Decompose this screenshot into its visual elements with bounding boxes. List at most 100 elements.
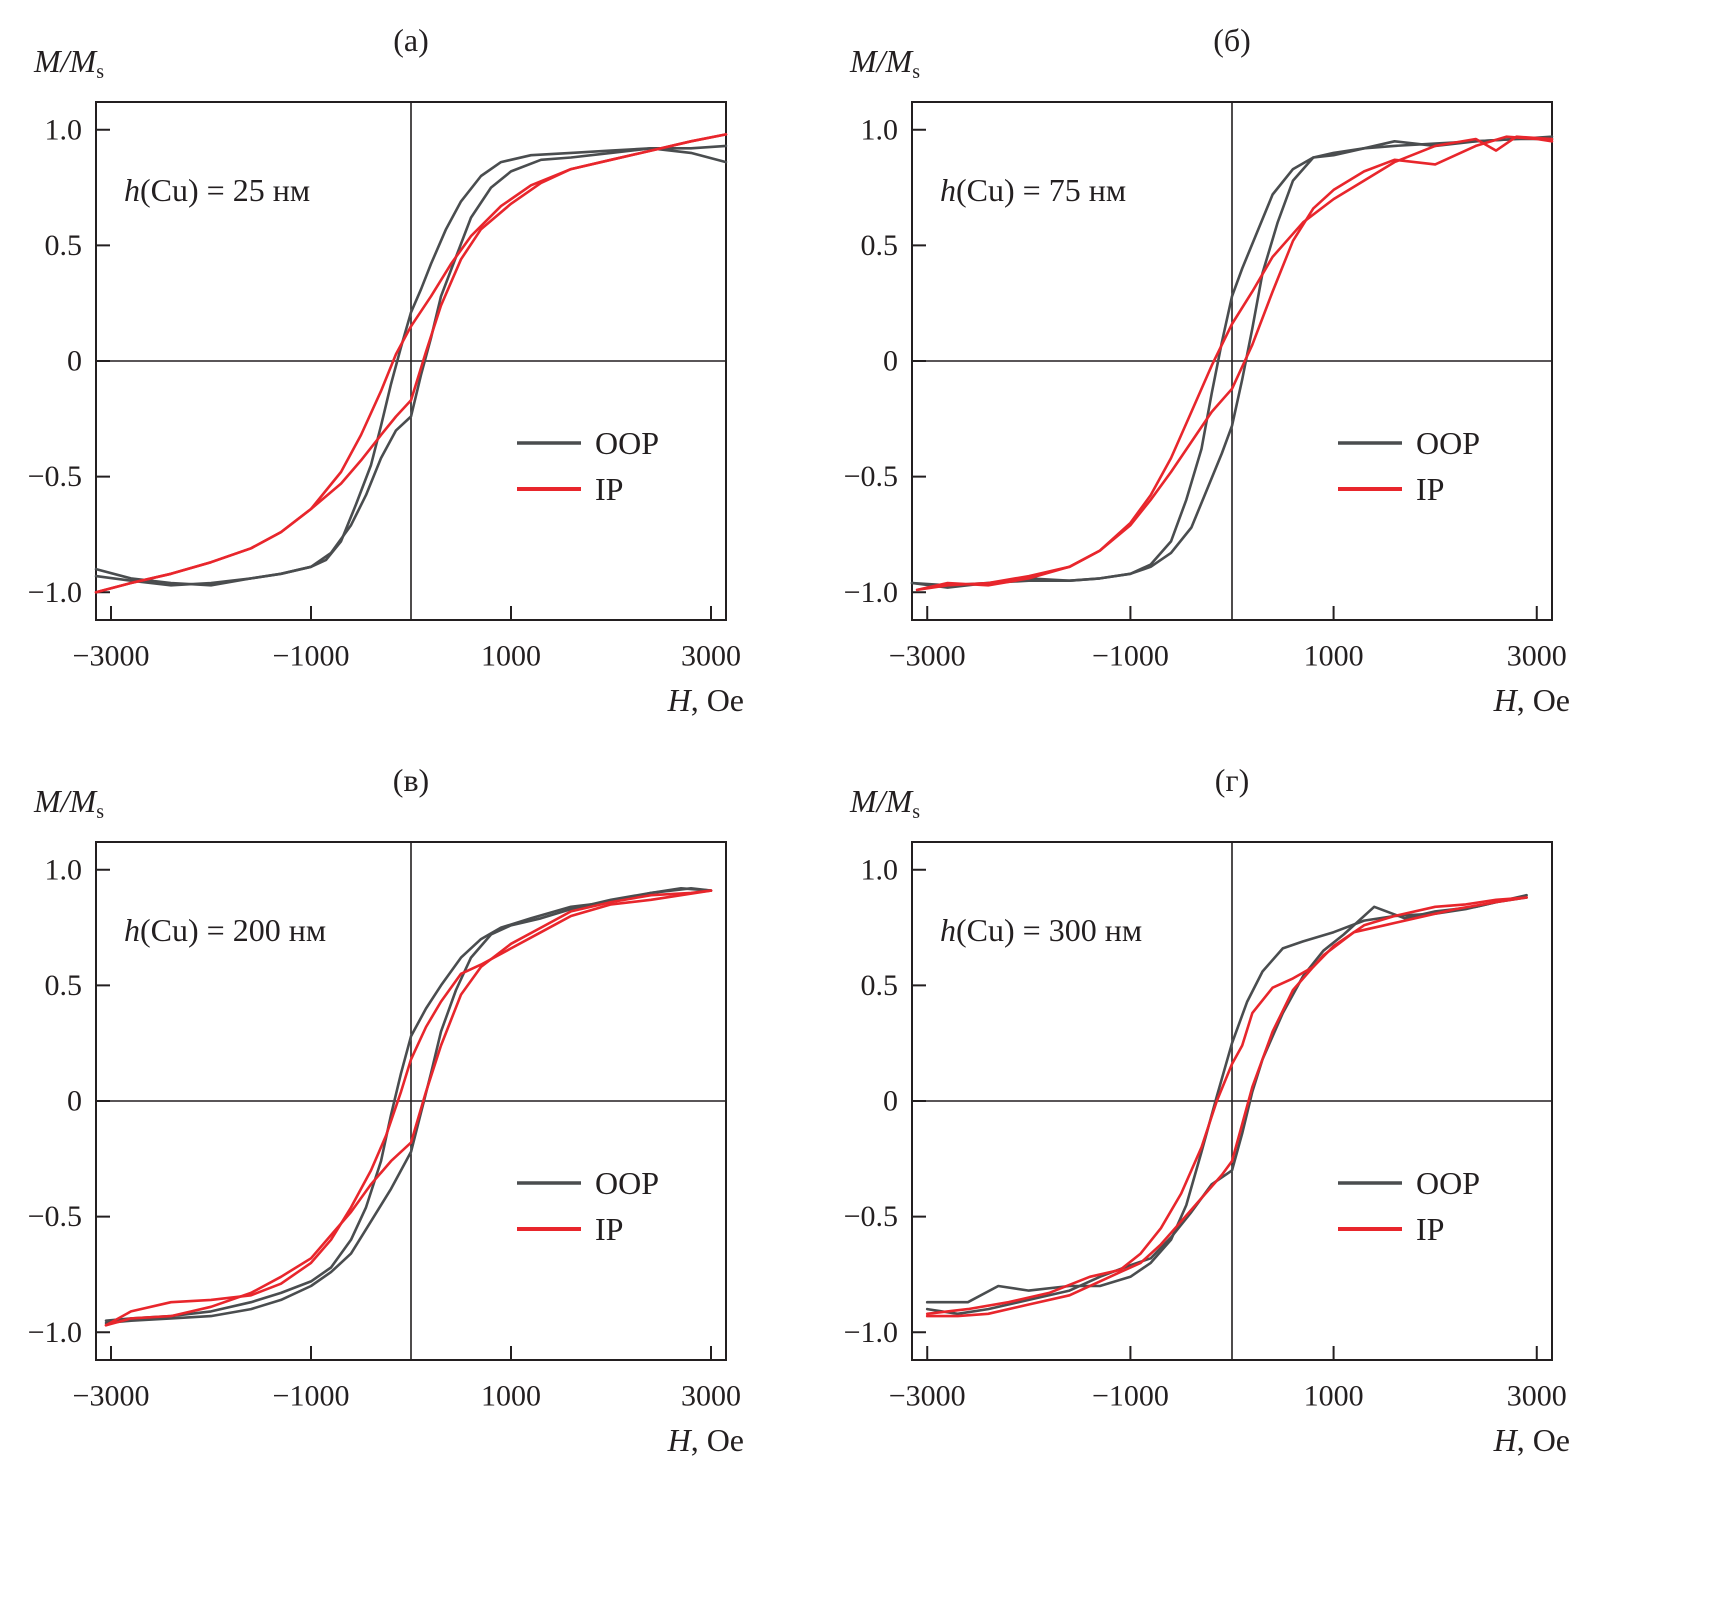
- x-tick-label: 1000: [1304, 640, 1364, 673]
- y-tick-label: −1.0: [28, 576, 82, 609]
- x-axis-title: H, Oe: [1493, 1422, 1570, 1458]
- thickness-annotation: h(Cu) = 75 нм: [940, 172, 1126, 208]
- y-tick-label: 0: [67, 345, 82, 378]
- x-tick-label: 3000: [681, 1380, 741, 1413]
- x-axis-title: H, Oe: [667, 1422, 744, 1458]
- x-tick-label: −3000: [73, 1380, 150, 1413]
- y-axis-title-sub: s: [912, 61, 920, 83]
- x-axis-title: H, Oe: [667, 682, 744, 718]
- legend: OOP IP: [517, 425, 659, 507]
- x-axis-title-unit: , Oe: [1517, 1422, 1570, 1458]
- y-tick-label: −0.5: [28, 1200, 82, 1233]
- thickness-annotation: h(Cu) = 200 нм: [124, 912, 326, 948]
- y-tick-label: 0: [883, 345, 898, 378]
- annotation-var: h: [124, 172, 140, 208]
- x-tick-label: −3000: [889, 1380, 966, 1413]
- y-tick-label: 0.5: [45, 229, 83, 262]
- annotation-text: (Cu) = 300 нм: [956, 912, 1142, 948]
- y-tick-label: −0.5: [844, 1200, 898, 1233]
- thickness-annotation: h(Cu) = 300 нм: [940, 912, 1142, 948]
- curve-ip-ascending: [915, 135, 1554, 592]
- y-tick-label: −1.0: [844, 576, 898, 609]
- curve-ip-descending: [925, 896, 1528, 1316]
- y-tick-label: 1.0: [861, 853, 899, 886]
- x-tick-label: −3000: [889, 640, 966, 673]
- curve-oop-ascending: [94, 144, 728, 587]
- curve-ip-descending: [104, 889, 713, 1327]
- x-tick-label: −1000: [273, 1380, 350, 1413]
- legend-label-oop: OOP: [595, 1165, 659, 1201]
- y-axis-title-sub: s: [96, 61, 104, 83]
- y-tick-label: −1.0: [844, 1316, 898, 1349]
- annotation-text: (Cu) = 200 нм: [140, 912, 326, 948]
- annotation-var: h: [940, 172, 956, 208]
- legend-label-ip: IP: [1416, 471, 1444, 507]
- x-axis-title-var: H: [667, 1422, 693, 1458]
- legend-label-ip: IP: [1416, 1211, 1444, 1247]
- x-tick-label: 1000: [481, 640, 541, 673]
- y-tick-label: 0: [67, 1085, 82, 1118]
- x-axis-title-var: H: [1493, 1422, 1519, 1458]
- panel-label: (г): [1215, 762, 1249, 798]
- legend-label-oop: OOP: [1416, 425, 1480, 461]
- x-tick-label: −1000: [1092, 640, 1169, 673]
- annotation-var: h: [940, 912, 956, 948]
- y-tick-label: −0.5: [844, 460, 898, 493]
- y-axis-title-sub: s: [912, 801, 920, 823]
- y-axis-title: M/Ms: [33, 43, 104, 83]
- y-tick-label: −0.5: [28, 460, 82, 493]
- x-axis-title-unit: , Oe: [1517, 682, 1570, 718]
- x-tick-label: 1000: [1304, 1380, 1364, 1413]
- curve-ip-ascending: [104, 889, 713, 1327]
- y-tick-label: 0: [883, 1085, 898, 1118]
- x-tick-label: −3000: [73, 640, 150, 673]
- x-axis-title-unit: , Oe: [691, 1422, 744, 1458]
- y-tick-label: 0.5: [861, 229, 899, 262]
- x-axis-title: H, Oe: [1493, 682, 1570, 718]
- y-tick-label: 0.5: [45, 969, 83, 1002]
- thickness-annotation: h(Cu) = 25 нм: [124, 172, 310, 208]
- legend: OOP IP: [517, 1165, 659, 1247]
- y-axis-title-sub: s: [96, 801, 104, 823]
- y-axis-title: M/Ms: [849, 783, 920, 823]
- curve-ip-ascending: [925, 896, 1528, 1318]
- legend-label-ip: IP: [595, 471, 623, 507]
- curve-oop-ascending: [104, 887, 713, 1325]
- legend-label-oop: OOP: [1416, 1165, 1480, 1201]
- y-tick-label: 1.0: [861, 113, 899, 146]
- y-axis-title-main: M/M: [33, 43, 99, 79]
- y-axis-title-main: M/M: [849, 783, 915, 819]
- curve-ip-ascending: [94, 133, 728, 594]
- curve-oop-descending: [104, 887, 713, 1322]
- annotation-var: h: [124, 912, 140, 948]
- x-tick-label: −1000: [1092, 1380, 1169, 1413]
- x-tick-label: 3000: [1507, 1380, 1567, 1413]
- panel-label: (б): [1213, 22, 1251, 58]
- y-tick-label: −1.0: [28, 1316, 82, 1349]
- y-tick-label: 1.0: [45, 853, 83, 886]
- y-axis-title: M/Ms: [33, 783, 104, 823]
- y-axis-title-main: M/M: [33, 783, 99, 819]
- panel-b: (б) M/Ms 1.0 0.5 0 −0.5 −1.0 −3000 −1000 1000 3000…: [844, 22, 1570, 718]
- x-axis-title-var: H: [667, 682, 693, 718]
- panel-c: (в) M/Ms 1.0 0.5 0 −0.5 −1.0 −3000 −1000 1000 3000…: [28, 762, 744, 1458]
- legend: OOP IP: [1338, 425, 1480, 507]
- legend-label-ip: IP: [595, 1211, 623, 1247]
- curve-oop-ascending: [910, 135, 1554, 589]
- y-axis-title-main: M/M: [849, 43, 915, 79]
- annotation-text: (Cu) = 75 нм: [956, 172, 1126, 208]
- x-tick-label: −1000: [273, 640, 350, 673]
- y-tick-label: 0.5: [861, 969, 899, 1002]
- panel-label: (а): [393, 22, 429, 58]
- legend-label-oop: OOP: [595, 425, 659, 461]
- x-axis-title-unit: , Oe: [691, 682, 744, 718]
- panel-a: (а) M/Ms 1.0 0.5 0 −0.5 −1.0 −3000 −1000 1000 3000…: [28, 22, 744, 718]
- y-axis-title: M/Ms: [849, 43, 920, 83]
- x-tick-label: 1000: [481, 1380, 541, 1413]
- panel-d: (г) M/Ms 1.0 0.5 0 −0.5 −1.0 −3000 −1000 1000 3000…: [844, 762, 1570, 1458]
- y-tick-label: 1.0: [45, 113, 83, 146]
- curve-oop-ascending: [925, 893, 1528, 1316]
- annotation-text: (Cu) = 25 нм: [140, 172, 310, 208]
- x-tick-label: 3000: [681, 640, 741, 673]
